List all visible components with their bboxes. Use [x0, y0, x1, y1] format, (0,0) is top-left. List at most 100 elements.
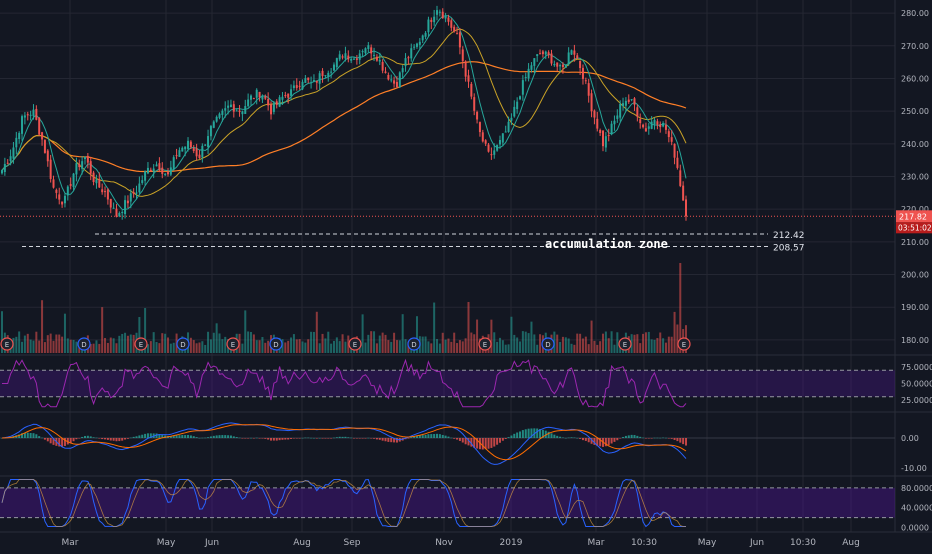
macd-histogram-bar	[607, 438, 610, 446]
stoch-tick-label: 40.0000	[901, 504, 932, 513]
candle-body	[355, 58, 358, 60]
volume-bar	[590, 320, 593, 353]
volume-bar	[201, 341, 204, 353]
volume-bar	[584, 336, 587, 353]
volume-bar	[35, 331, 38, 353]
volume-bar	[447, 338, 450, 353]
candle-body	[155, 164, 158, 167]
macd-histogram-bar	[587, 438, 590, 443]
macd-tick-label: -10.00	[901, 464, 927, 473]
macd-histogram-bar	[536, 428, 539, 438]
volume-bar	[295, 339, 298, 353]
macd-histogram-bar	[418, 435, 421, 438]
volume-bar	[112, 338, 115, 353]
macd-histogram-bar	[109, 438, 112, 441]
macd-histogram-bar	[258, 438, 261, 439]
volume-bar	[247, 331, 250, 353]
candle-body	[21, 116, 24, 134]
candle-body	[478, 122, 481, 133]
volume-bar	[501, 340, 504, 353]
volume-bar	[63, 313, 66, 353]
volume-bar	[662, 338, 665, 353]
earnings-marker	[0, 337, 14, 351]
axes: Mar May Jun Aug Sep Nov 2019 Mar 10:30 May Jun 10:3…	[62, 9, 932, 548]
candle-body	[464, 61, 467, 77]
volume-bar	[639, 343, 642, 353]
macd-histogram-bar	[29, 432, 32, 438]
candle-body	[484, 140, 487, 144]
macd-histogram-bar	[650, 438, 653, 439]
macd-histogram-bar	[187, 434, 190, 438]
candle-body	[602, 130, 605, 147]
macd-histogram-bar	[667, 438, 670, 439]
volume-bar	[570, 343, 573, 353]
macd-histogram-bar	[118, 438, 121, 442]
candle-body	[642, 124, 645, 128]
event-label: D	[180, 341, 185, 349]
volume-bar	[456, 343, 459, 353]
candle-body	[218, 113, 221, 118]
candle-body	[63, 195, 66, 204]
candle-body	[647, 126, 650, 129]
macd-histogram-bar	[141, 434, 144, 438]
level-label: 212.42	[773, 231, 805, 241]
macd-histogram-bar	[364, 438, 367, 439]
candle-body	[29, 114, 32, 116]
candle-body	[249, 95, 252, 100]
candle-body	[307, 77, 310, 81]
candle-body	[144, 171, 147, 181]
candle-body	[418, 41, 421, 45]
dividend-marker	[176, 337, 190, 351]
macd-histogram-bar	[370, 438, 373, 439]
candle-body	[539, 53, 542, 55]
macd-histogram-bar	[144, 433, 147, 438]
macd-histogram-bar	[249, 437, 252, 439]
volume-bar	[327, 331, 330, 353]
volume-bar	[378, 335, 381, 353]
candle-body	[653, 119, 656, 125]
volume-bar	[52, 340, 55, 353]
macd-histogram-bar	[21, 433, 24, 438]
candle-body	[510, 117, 513, 121]
candle-body	[301, 81, 304, 90]
candle-body	[358, 53, 361, 60]
volume-bar	[32, 340, 35, 353]
candle-body	[166, 172, 169, 175]
candle-body	[579, 60, 582, 69]
volume-bar	[659, 332, 662, 353]
candle-body	[146, 167, 149, 174]
candle-body	[292, 85, 295, 89]
event-label: D	[81, 341, 86, 349]
macd-histogram-bar	[227, 435, 230, 438]
volume-bar	[564, 337, 567, 353]
macd-histogram-bar	[581, 438, 584, 441]
candle-body	[138, 183, 141, 193]
candle-body	[381, 61, 384, 71]
macd-histogram-bar	[519, 431, 522, 438]
candle-body	[498, 140, 501, 145]
macd-histogram-bar	[295, 438, 298, 439]
candle-body	[264, 96, 267, 99]
macd-histogram-bar	[556, 435, 559, 438]
volume-bar	[539, 334, 542, 353]
candle-body	[32, 109, 35, 117]
volume-bar	[244, 310, 247, 353]
x-tick-label: Nov	[435, 538, 453, 548]
signal-line	[1, 424, 687, 461]
macd-histogram-bar	[204, 437, 207, 439]
volume-bar	[461, 341, 464, 353]
rsi-band	[0, 370, 895, 397]
macd-histogram-bar	[395, 438, 398, 443]
candle-body	[104, 191, 107, 193]
candle-body	[361, 51, 364, 53]
macd-histogram-bar	[639, 436, 642, 438]
volume-bar	[644, 332, 647, 353]
candle-body	[92, 172, 95, 183]
volume-bar	[458, 340, 461, 353]
macd-histogram-bar	[447, 436, 450, 438]
macd-histogram-bar	[573, 437, 576, 439]
candle-body	[89, 161, 92, 174]
volume-bar	[55, 334, 58, 353]
